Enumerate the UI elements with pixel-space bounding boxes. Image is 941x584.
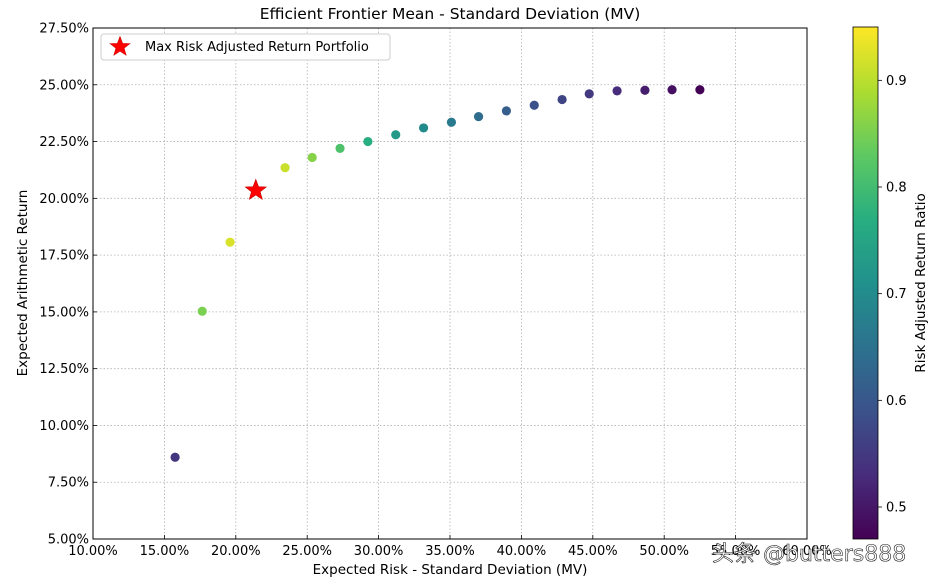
colorbar-tick-label: 0.6 (886, 394, 907, 409)
x-tick-label: 25.00% (282, 544, 332, 559)
colorbar: 0.5 0.6 0.7 0.8 0.9 Risk Adjusted Return Rat… (852, 26, 929, 540)
plot-area: 10.00% 15.00% 20.00% 25.00% 30.00% 35.00% 40.0… (39, 22, 831, 560)
y-tick-label: 22.50% (39, 135, 89, 150)
colorbar-tick-label: 0.8 (886, 181, 907, 196)
watermark-text: 头条 @butters888 (712, 542, 906, 567)
scatter-point (640, 85, 650, 95)
scatter-point (335, 143, 345, 153)
grid-lines (93, 28, 807, 539)
x-tick-label: 55.00% (711, 544, 761, 559)
y-tick-label: 7.50% (48, 476, 89, 491)
colorbar-tick-label: 0.7 (886, 287, 907, 302)
x-tick-label: 20.00% (211, 544, 261, 559)
scatter-point (501, 106, 512, 116)
scatter-points (170, 85, 705, 462)
plot-frame (92, 27, 808, 540)
chart-title: Efficient Frontier Mean - Standard Devia… (260, 5, 641, 23)
y-tick-label: 5.00% (48, 533, 89, 548)
scatter-point (557, 94, 567, 105)
colorbar-title: Risk Adjusted Return Ratio (913, 193, 929, 372)
scatter-point (307, 152, 317, 163)
scatter-point (529, 100, 539, 110)
legend-label: Max Risk Adjusted Return Portfolio (145, 40, 369, 55)
scatter-point (280, 163, 290, 173)
max-portfolio-layer (244, 178, 268, 200)
x-axis-ticks: 10.00% 15.00% 20.00% 25.00% 30.00% 35.00% 40.0… (68, 535, 832, 559)
scatter-point (391, 130, 401, 140)
x-tick-label: 50.00% (639, 544, 689, 559)
x-tick-label: 15.00% (140, 544, 190, 559)
scatter-point (197, 306, 207, 316)
scatter-point (418, 123, 429, 133)
colorbar-ticks: 0.5 0.6 0.7 0.8 0.9 (878, 74, 907, 516)
legend-box (100, 33, 391, 61)
y-tick-label: 20.00% (39, 192, 89, 207)
scatter-point (612, 86, 622, 96)
x-tick-label: 60.00% (782, 544, 832, 559)
y-axis-title: Expected Arithmetic Return (15, 190, 31, 377)
scatter-point (473, 111, 484, 122)
x-tick-label: 35.00% (425, 544, 475, 559)
y-tick-label: 12.50% (39, 362, 89, 377)
scatter-point (446, 117, 457, 127)
x-tick-label: 30.00% (354, 544, 404, 559)
scatter-point (584, 89, 594, 99)
colorbar-gradient (852, 26, 879, 540)
y-tick-label: 17.50% (39, 249, 89, 264)
colorbar-tick-label: 0.9 (886, 74, 907, 89)
legend-star-icon (109, 35, 131, 56)
colorbar-tick-label: 0.5 (886, 501, 907, 516)
legend: Max Risk Adjusted Return Portfolio (100, 33, 391, 61)
y-tick-label: 25.00% (39, 78, 89, 93)
scatter-point (170, 452, 180, 462)
scatter-point (225, 237, 235, 247)
x-tick-label: 45.00% (568, 544, 618, 559)
scatter-point (363, 136, 373, 147)
x-tick-label: 10.00% (68, 544, 118, 559)
y-axis-ticks: 5.00% 7.50% 10.00% 12.50% 15.00% 17.50% 20.00%… (39, 22, 97, 548)
x-axis-title: Expected Risk - Standard Deviation (MV) (313, 562, 588, 578)
y-tick-label: 27.50% (39, 22, 89, 37)
scatter-point (667, 85, 677, 95)
y-tick-label: 15.00% (39, 305, 89, 320)
scatter-point (695, 85, 705, 95)
y-tick-label: 10.00% (39, 419, 89, 434)
max-portfolio-star (244, 178, 268, 200)
x-tick-label: 40.00% (497, 544, 547, 559)
